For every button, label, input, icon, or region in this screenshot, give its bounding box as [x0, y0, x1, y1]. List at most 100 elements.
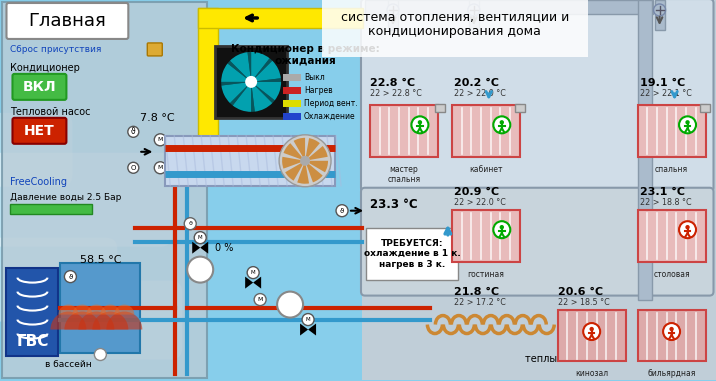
- Wedge shape: [59, 304, 78, 315]
- Text: в бассейн: в бассейн: [45, 360, 92, 369]
- Text: система отопления, вентиляции и
кондиционирования дома: система отопления, вентиляции и кондицио…: [341, 10, 569, 38]
- Text: 0 %: 0 %: [168, 138, 187, 148]
- Bar: [216, 46, 287, 118]
- Wedge shape: [305, 161, 328, 172]
- Text: M: M: [158, 137, 163, 142]
- Bar: [388, 0, 398, 30]
- Text: 58.5 °C: 58.5 °C: [79, 255, 121, 265]
- Wedge shape: [251, 82, 272, 112]
- Polygon shape: [253, 277, 261, 288]
- Wedge shape: [297, 161, 309, 184]
- Bar: [452, 210, 520, 262]
- Text: кабинет: кабинет: [469, 165, 503, 174]
- Text: Выкл: Выкл: [304, 73, 325, 82]
- Circle shape: [387, 4, 399, 16]
- Text: ГВС: ГВС: [16, 334, 49, 349]
- Bar: [638, 105, 705, 157]
- Text: 23.1 °C: 23.1 °C: [639, 187, 684, 197]
- Bar: [283, 113, 301, 120]
- Text: 20.9 °C: 20.9 °C: [454, 187, 499, 197]
- Circle shape: [493, 221, 511, 238]
- Bar: [638, 0, 652, 299]
- Wedge shape: [72, 304, 92, 315]
- FancyBboxPatch shape: [147, 43, 163, 56]
- Circle shape: [95, 349, 107, 360]
- Bar: [700, 104, 710, 112]
- Circle shape: [417, 120, 422, 125]
- Bar: [283, 74, 301, 81]
- Text: Кондиционер в режиме:
ожидания: Кондиционер в режиме: ожидания: [231, 44, 379, 66]
- Text: ϑ: ϑ: [340, 208, 344, 214]
- Bar: [365, 0, 652, 14]
- Bar: [283, 87, 301, 94]
- Wedge shape: [251, 82, 275, 103]
- Text: 20.2 °C: 20.2 °C: [454, 78, 499, 88]
- Wedge shape: [233, 82, 251, 112]
- Text: ВКЛ: ВКЛ: [23, 80, 57, 94]
- FancyBboxPatch shape: [361, 0, 714, 192]
- Wedge shape: [305, 146, 328, 161]
- Wedge shape: [115, 304, 135, 315]
- Wedge shape: [248, 52, 251, 82]
- Circle shape: [685, 120, 690, 125]
- Circle shape: [154, 134, 166, 146]
- Text: ϑ: ϑ: [188, 221, 192, 226]
- Bar: [370, 105, 438, 157]
- Text: Главная: Главная: [29, 12, 106, 30]
- Circle shape: [412, 116, 428, 133]
- FancyBboxPatch shape: [366, 228, 458, 280]
- Circle shape: [679, 116, 696, 133]
- Circle shape: [336, 205, 348, 217]
- Text: ϑ: ϑ: [131, 127, 136, 136]
- Wedge shape: [50, 312, 87, 330]
- Circle shape: [254, 294, 266, 306]
- Bar: [638, 210, 705, 262]
- Text: ТРЕБУЕТСЯ:
охлаждение в 1 к.
нагрев в 3 к.: ТРЕБУЕТСЯ: охлаждение в 1 к. нагрев в 3 …: [364, 239, 460, 269]
- Wedge shape: [64, 312, 100, 330]
- Polygon shape: [308, 323, 316, 336]
- Bar: [435, 104, 445, 112]
- Circle shape: [468, 4, 480, 16]
- Bar: [452, 105, 520, 157]
- Circle shape: [279, 135, 331, 187]
- Circle shape: [685, 225, 690, 229]
- Text: O: O: [130, 165, 136, 171]
- Wedge shape: [221, 64, 251, 82]
- Text: Нагрев: Нагрев: [304, 86, 333, 95]
- Text: FreeCooling: FreeCooling: [11, 177, 67, 187]
- Circle shape: [277, 291, 303, 317]
- Circle shape: [589, 327, 594, 331]
- Text: 22 > 22.0 °C: 22 > 22.0 °C: [454, 198, 505, 207]
- Wedge shape: [92, 312, 128, 330]
- Text: 22 > 18.5 °C: 22 > 18.5 °C: [558, 298, 609, 307]
- Wedge shape: [251, 52, 270, 82]
- Circle shape: [247, 267, 259, 279]
- Polygon shape: [245, 277, 253, 288]
- Text: 0 %: 0 %: [216, 243, 233, 253]
- Circle shape: [154, 162, 166, 174]
- Circle shape: [679, 221, 696, 238]
- Text: 22 > 22.0 °C: 22 > 22.0 °C: [454, 90, 505, 98]
- Text: 23.3 °C: 23.3 °C: [370, 198, 417, 211]
- Wedge shape: [251, 82, 281, 100]
- Text: 20.6 °C: 20.6 °C: [558, 287, 603, 296]
- FancyBboxPatch shape: [361, 188, 714, 296]
- Text: 22 > 22.1 °C: 22 > 22.1 °C: [639, 90, 692, 98]
- Bar: [654, 0, 664, 30]
- Circle shape: [194, 232, 206, 244]
- Text: 22 > 18.8 °C: 22 > 18.8 °C: [639, 198, 691, 207]
- Text: ϑ: ϑ: [68, 274, 72, 280]
- Text: 7.8 °C: 7.8 °C: [140, 113, 175, 123]
- Circle shape: [584, 323, 600, 340]
- Bar: [362, 0, 715, 381]
- Wedge shape: [100, 304, 120, 315]
- Text: Давление воды 2.5 Бар: Давление воды 2.5 Бар: [11, 193, 122, 202]
- Wedge shape: [228, 61, 251, 82]
- Text: столовая: столовая: [653, 270, 690, 279]
- Circle shape: [300, 156, 310, 166]
- Circle shape: [669, 327, 674, 331]
- Text: M: M: [306, 317, 310, 322]
- Bar: [198, 8, 363, 28]
- Text: Период вент.: Период вент.: [304, 99, 358, 108]
- Bar: [558, 310, 626, 362]
